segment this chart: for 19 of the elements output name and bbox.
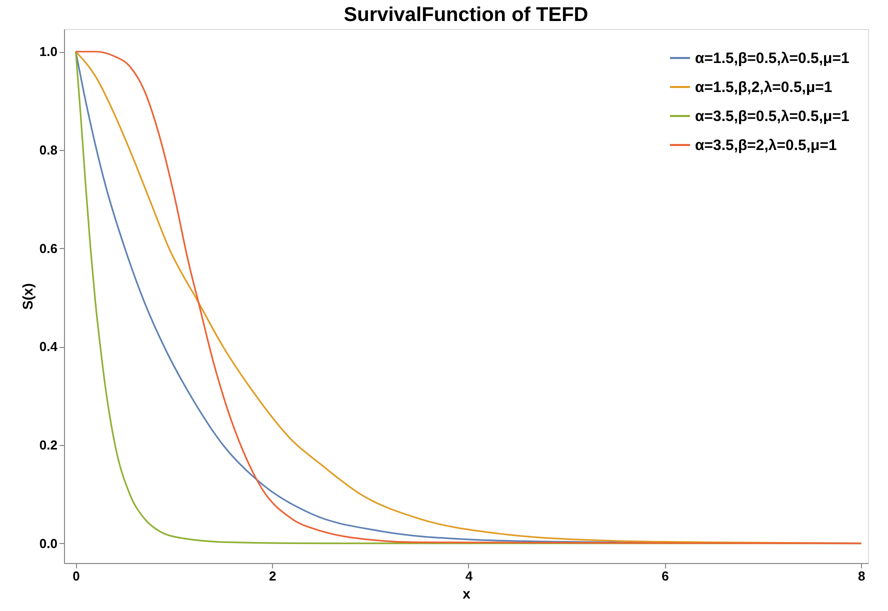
y-tick-label: 0.0 <box>39 536 58 551</box>
chart-title: SurvivalFunction of TEFD <box>344 4 588 26</box>
y-axis-title: S(x) <box>19 283 36 310</box>
x-tick-label: 2 <box>269 568 276 584</box>
x-tick-label: 8 <box>858 568 866 584</box>
legend-label: α=1.5,β=0.5,λ=0.5,μ=1 <box>695 50 850 67</box>
y-tick-label: 0.8 <box>39 142 58 158</box>
x-tick-label: 6 <box>662 568 669 584</box>
x-tick-label: 0 <box>72 568 80 584</box>
y-tick-label: 0.2 <box>39 437 58 452</box>
y-tick-label: 0.4 <box>39 339 58 354</box>
x-tick-label: 4 <box>465 568 474 584</box>
y-tick-label: 0.6 <box>39 240 58 256</box>
line-series <box>74 50 862 544</box>
legend-label: α=3.5,β=0.5,λ=0.5,μ=1 <box>695 108 850 125</box>
x-axis-title: x <box>462 586 471 602</box>
y-tick-label: 1.0 <box>39 44 58 60</box>
legend-label: α=3.5,β=2,λ=0.5,μ=1 <box>695 137 837 154</box>
legend-label: α=1.5,β,2,λ=0.5,μ=1 <box>695 79 832 96</box>
